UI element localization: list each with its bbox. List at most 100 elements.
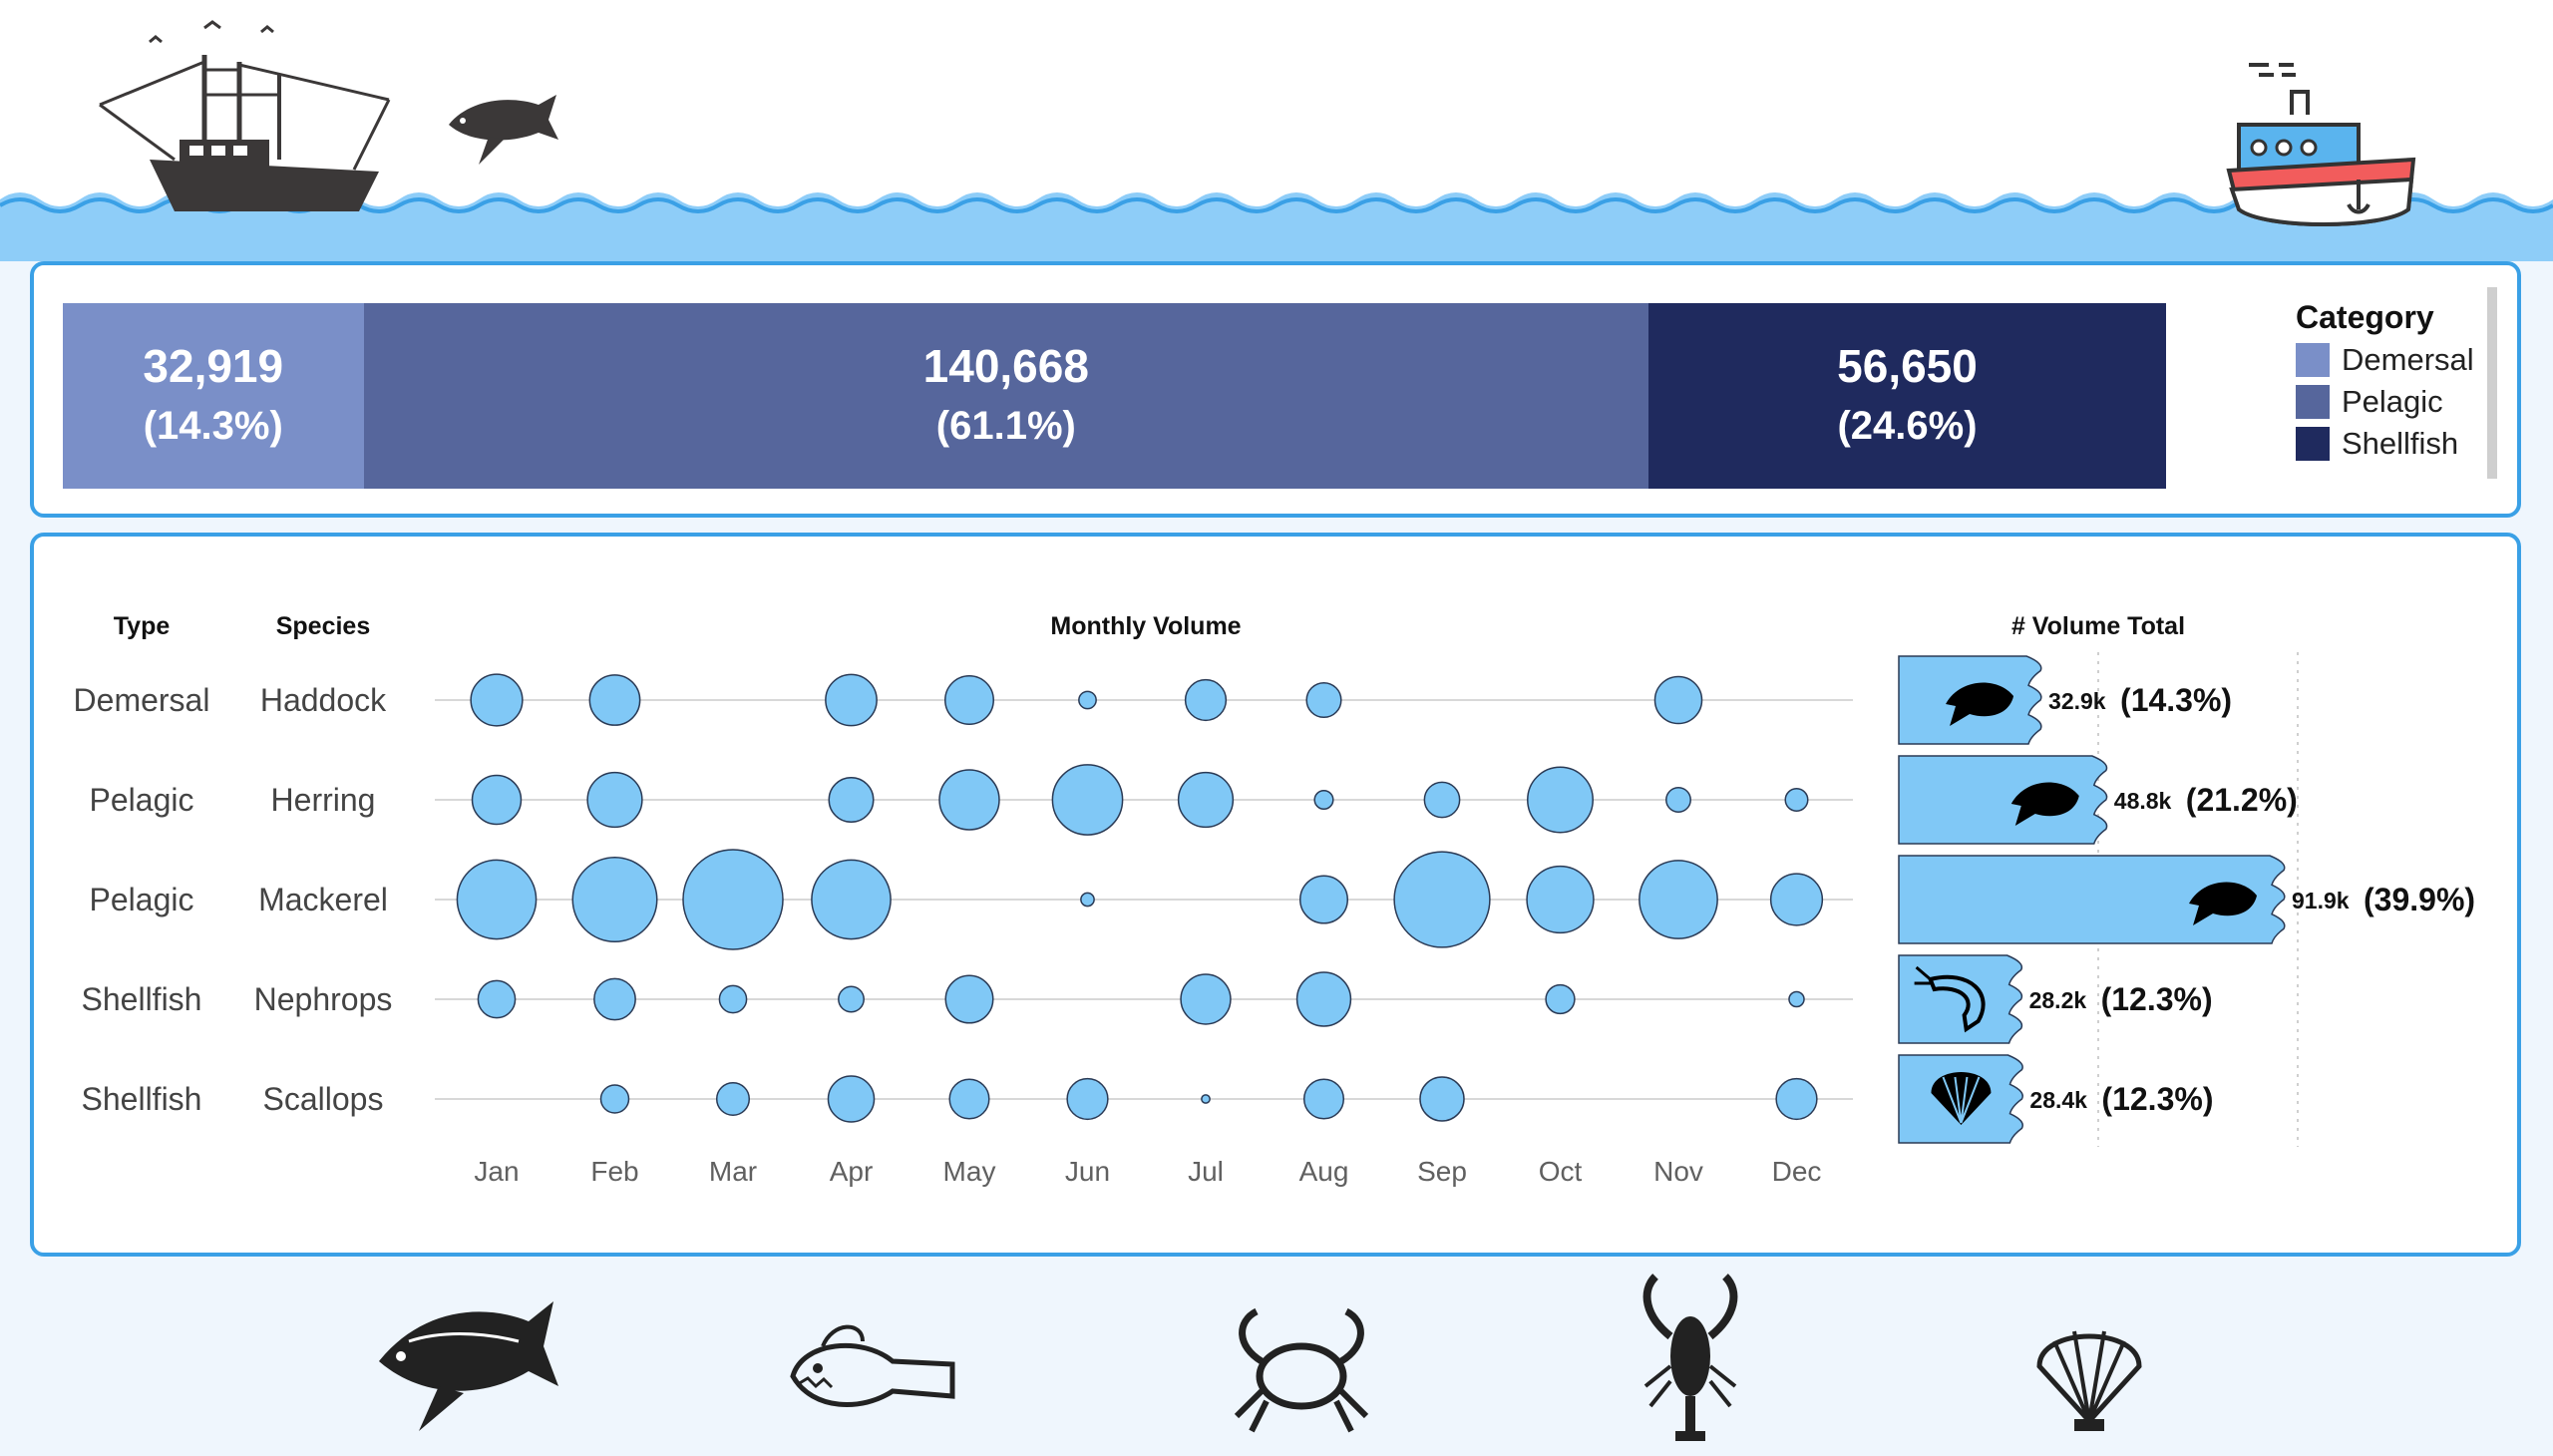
bubble-scallops-sep[interactable] <box>1419 1076 1465 1122</box>
bubble-nephrops-jul[interactable] <box>1180 973 1232 1025</box>
month-tick-label: Apr <box>830 1156 874 1187</box>
bubble-mackerel-jun[interactable] <box>1080 892 1095 908</box>
bubble-haddock-jan[interactable] <box>470 673 524 727</box>
footer-creatures <box>379 1274 2142 1441</box>
bubble-nephrops-mar[interactable] <box>718 984 748 1014</box>
bubble-mackerel-dec[interactable] <box>1769 873 1824 926</box>
bubble-nephrops-may[interactable] <box>944 974 994 1024</box>
bubble-mackerel-mar[interactable] <box>682 849 784 950</box>
segment-percent: (61.1%) <box>935 404 1076 448</box>
tuna-icon <box>449 95 558 165</box>
bubble-haddock-jul[interactable] <box>1184 678 1228 722</box>
category-summary-panel: 32,919 (14.3%) 140,668 (61.1%) 56,650 (24.6%)… <box>30 261 2521 518</box>
month-tick-label: Jul <box>1188 1156 1224 1187</box>
row-species-label: Herring <box>271 782 376 818</box>
bubble-scallops-aug[interactable] <box>1302 1078 1345 1120</box>
legend-swatch <box>2296 427 2330 461</box>
legend-item-shellfish[interactable]: Shellfish <box>2296 423 2495 465</box>
bubble-nephrops-aug[interactable] <box>1295 971 1352 1027</box>
bubble-herring-jun[interactable] <box>1051 764 1124 836</box>
bubble-nephrops-jan[interactable] <box>477 979 517 1019</box>
header-scene <box>0 0 2553 261</box>
bubble-herring-feb[interactable] <box>586 771 643 829</box>
bubble-haddock-jun[interactable] <box>1078 690 1097 710</box>
bubble-mackerel-sep[interactable] <box>1393 851 1491 948</box>
total-bar-mackerel[interactable] <box>1898 855 2286 944</box>
row-species-label: Nephrops <box>254 981 393 1017</box>
shrimp-icon <box>1914 965 1986 1033</box>
month-tick-label: Sep <box>1417 1156 1467 1187</box>
row-type-label: Shellfish <box>82 981 202 1017</box>
bubble-mackerel-nov[interactable] <box>1639 860 1718 939</box>
row-type-label: Pelagic <box>90 882 194 917</box>
bubble-herring-aug[interactable] <box>1313 789 1334 811</box>
row-species-label: Scallops <box>263 1081 384 1117</box>
row-type-label: Shellfish <box>82 1081 202 1117</box>
month-tick-label: Feb <box>590 1156 638 1187</box>
fish-icon <box>2010 782 2079 826</box>
legend-swatch <box>2296 343 2330 377</box>
segment-percent: (14.3%) <box>143 404 283 448</box>
bubble-herring-jul[interactable] <box>1177 771 1235 829</box>
bubble-herring-may[interactable] <box>938 769 1000 831</box>
bubble-mackerel-feb[interactable] <box>571 856 658 943</box>
row-species-label: Mackerel <box>258 882 388 917</box>
bubble-scallops-may[interactable] <box>948 1078 990 1120</box>
header-type: Type <box>114 612 171 640</box>
total-value-label: 28.4k <box>2029 1087 2087 1113</box>
bubble-mackerel-jan[interactable] <box>456 859 538 940</box>
category-stacked-bar: 32,919 (14.3%) 140,668 (61.1%) 56,650 (24.6%) <box>63 303 2166 489</box>
header-species: Species <box>276 612 371 640</box>
scallop-icon <box>2036 1330 2142 1431</box>
bubble-herring-jan[interactable] <box>471 774 523 826</box>
legend-item-demersal[interactable]: Demersal <box>2296 339 2495 381</box>
bubble-scallops-feb[interactable] <box>599 1084 630 1114</box>
row-type-label: Pelagic <box>90 782 194 818</box>
segment-percent: (24.6%) <box>1837 404 1978 448</box>
month-tick-label: Jun <box>1065 1156 1110 1187</box>
segment-pelagic[interactable]: 140,668 (61.1%) <box>363 303 1649 489</box>
segment-value: 140,668 <box>922 340 1089 392</box>
bubble-haddock-aug[interactable] <box>1305 681 1342 719</box>
segment-shellfish[interactable]: 56,650 (24.6%) <box>1648 303 2166 489</box>
bubble-herring-apr[interactable] <box>828 776 875 824</box>
trawler-icon <box>99 20 391 211</box>
bubble-haddock-feb[interactable] <box>588 674 641 726</box>
legend-label: Demersal <box>2342 342 2474 377</box>
bubble-mackerel-aug[interactable] <box>1298 875 1349 924</box>
total-percent-label: (12.3%) <box>2101 1081 2213 1117</box>
bubble-nephrops-dec[interactable] <box>1788 990 1805 1008</box>
bubble-herring-oct[interactable] <box>1527 766 1594 834</box>
bubble-mackerel-oct[interactable] <box>1526 865 1595 934</box>
bubble-scallops-jun[interactable] <box>1066 1077 1109 1121</box>
bubble-haddock-may[interactable] <box>944 675 994 725</box>
total-value-label: 28.2k <box>2029 987 2087 1013</box>
bubble-haddock-nov[interactable] <box>1653 675 1703 725</box>
bubble-nephrops-feb[interactable] <box>593 977 636 1021</box>
month-tick-label: Oct <box>1539 1156 1583 1187</box>
tuna-icon <box>379 1301 558 1431</box>
legend-label: Pelagic <box>2342 384 2443 419</box>
total-bar-herring[interactable] <box>1898 755 2108 845</box>
month-tick-label: May <box>943 1156 996 1187</box>
segment-value: 32,919 <box>143 340 284 392</box>
total-percent-label: (12.3%) <box>2101 981 2213 1017</box>
bubble-nephrops-apr[interactable] <box>838 985 865 1013</box>
bubble-herring-dec[interactable] <box>1784 787 1809 813</box>
species-detail-panel: Type Species Monthly Volume # Volume Tot… <box>30 533 2521 1257</box>
bubble-scallops-apr[interactable] <box>827 1075 876 1123</box>
month-tick-label: Jan <box>474 1156 519 1187</box>
bubble-herring-sep[interactable] <box>1423 781 1461 819</box>
month-tick-label: Mar <box>709 1156 757 1187</box>
segment-demersal[interactable]: 32,919 (14.3%) <box>63 303 364 489</box>
bubble-scallops-mar[interactable] <box>715 1081 751 1117</box>
bubble-nephrops-oct[interactable] <box>1545 983 1576 1015</box>
bubble-haddock-apr[interactable] <box>825 673 878 727</box>
bubble-scallops-jul[interactable] <box>1201 1094 1211 1104</box>
legend-item-pelagic[interactable]: Pelagic <box>2296 381 2495 423</box>
bubble-mackerel-apr[interactable] <box>811 859 892 940</box>
legend-scrollbar[interactable] <box>2487 287 2497 479</box>
bubble-herring-nov[interactable] <box>1665 787 1691 813</box>
bubble-scallops-dec[interactable] <box>1775 1077 1818 1121</box>
total-percent-label: (39.9%) <box>2364 882 2475 917</box>
